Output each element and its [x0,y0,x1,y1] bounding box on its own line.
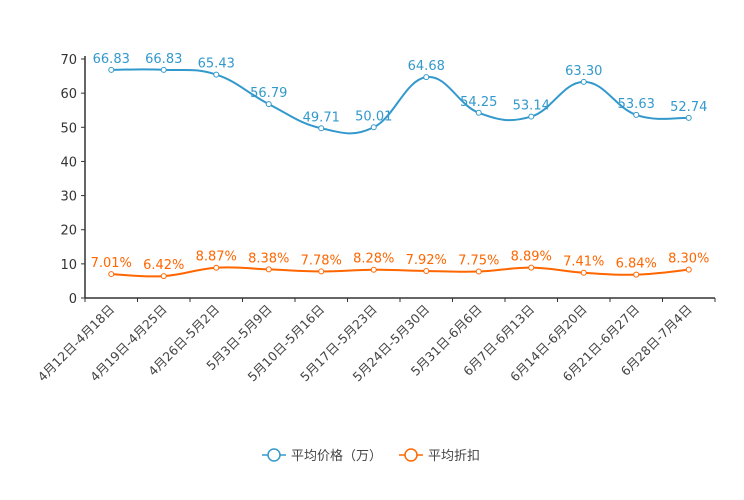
data-point [580,269,587,276]
data-point [685,114,692,121]
data-point [370,124,377,131]
data-label: 50.01 [355,109,392,124]
data-label: 6.42% [143,258,184,273]
data-label: 7.78% [301,253,342,268]
data-label: 53.14 [513,99,550,114]
y-tick-label: 20 [60,224,77,239]
data-point [528,113,535,120]
data-point [318,268,325,275]
data-label: 49.71 [303,110,340,125]
y-tick-label: 40 [60,155,77,170]
y-tick-label: 60 [60,87,77,102]
series-line-0 [111,68,689,135]
legend-marker-icon [404,448,418,462]
data-label: 66.83 [93,52,130,67]
data-point [318,125,325,132]
data-label: 8.28% [353,252,394,267]
legend-item-label: 平均价格（万） [291,448,382,464]
data-label: 7.75% [458,254,499,269]
data-label: 8.89% [511,250,552,265]
data-point [685,266,692,273]
data-label: 52.74 [670,100,707,115]
series-line-1 [111,266,689,278]
data-point [423,267,430,274]
data-point [108,271,115,278]
data-point [160,66,167,73]
data-point [160,273,167,280]
data-label: 54.25 [460,95,497,110]
data-label: 64.68 [408,59,445,74]
data-label: 8.87% [196,250,237,265]
data-point [633,271,640,278]
data-point [265,266,272,273]
data-label: 53.63 [618,97,655,112]
data-point [213,71,220,78]
data-point [423,74,430,81]
data-label: 65.43 [198,57,235,72]
data-label: 63.30 [565,64,602,79]
data-label: 7.41% [563,255,604,270]
data-point [475,109,482,116]
y-tick-label: 30 [60,190,77,205]
data-label: 7.92% [406,253,447,268]
y-tick-label: 50 [60,121,77,136]
data-label: 7.01% [91,256,132,271]
y-tick-label: 70 [60,53,77,68]
data-point [580,78,587,85]
y-tick-label: 10 [60,258,77,273]
data-label: 66.83 [145,52,182,67]
data-label: 56.79 [250,86,287,101]
legend-item-label: 平均折扣 [428,449,480,464]
data-label: 8.38% [248,251,289,266]
data-point [213,264,220,271]
y-tick-label: 0 [69,292,77,307]
data-point [108,66,115,73]
data-point [370,266,377,273]
data-label: 8.30% [668,252,709,267]
data-point [633,111,640,118]
data-label: 6.84% [616,257,657,272]
data-point [528,264,535,271]
legend-marker-icon [267,448,281,462]
data-point [475,268,482,275]
data-point [265,101,272,108]
